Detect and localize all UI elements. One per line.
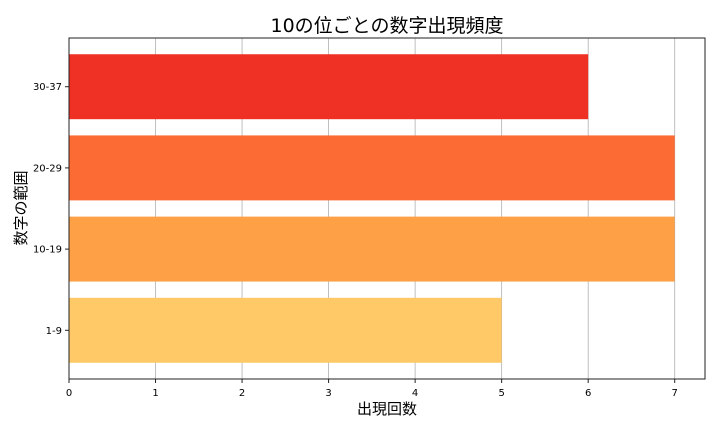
y-tick-label: 10-19 (33, 245, 62, 256)
y-tick-label: 20-29 (33, 163, 62, 174)
y-tick-label: 30-37 (33, 82, 62, 93)
y-tick-label: 1-9 (46, 326, 62, 337)
bar-10-19 (69, 216, 675, 282)
chart-title: 10の位ごとの数字出現頻度 (271, 15, 504, 37)
bar-30-37 (69, 54, 589, 120)
x-axis-label: 出現回数 (357, 400, 417, 418)
x-tick-label: 7 (672, 388, 678, 399)
bar-20-29 (69, 135, 675, 201)
x-tick-label: 2 (239, 388, 245, 399)
x-tick-label: 1 (152, 388, 158, 399)
x-tick-label: 3 (325, 388, 331, 399)
y-axis-label: 数字の範囲 (12, 170, 30, 245)
plot-frame (68, 37, 706, 380)
bar-1-9 (69, 297, 502, 363)
x-tick-label: 4 (412, 388, 418, 399)
x-tick-label: 6 (585, 388, 591, 399)
x-tick-label: 0 (66, 388, 72, 399)
x-tick-label: 5 (498, 388, 504, 399)
